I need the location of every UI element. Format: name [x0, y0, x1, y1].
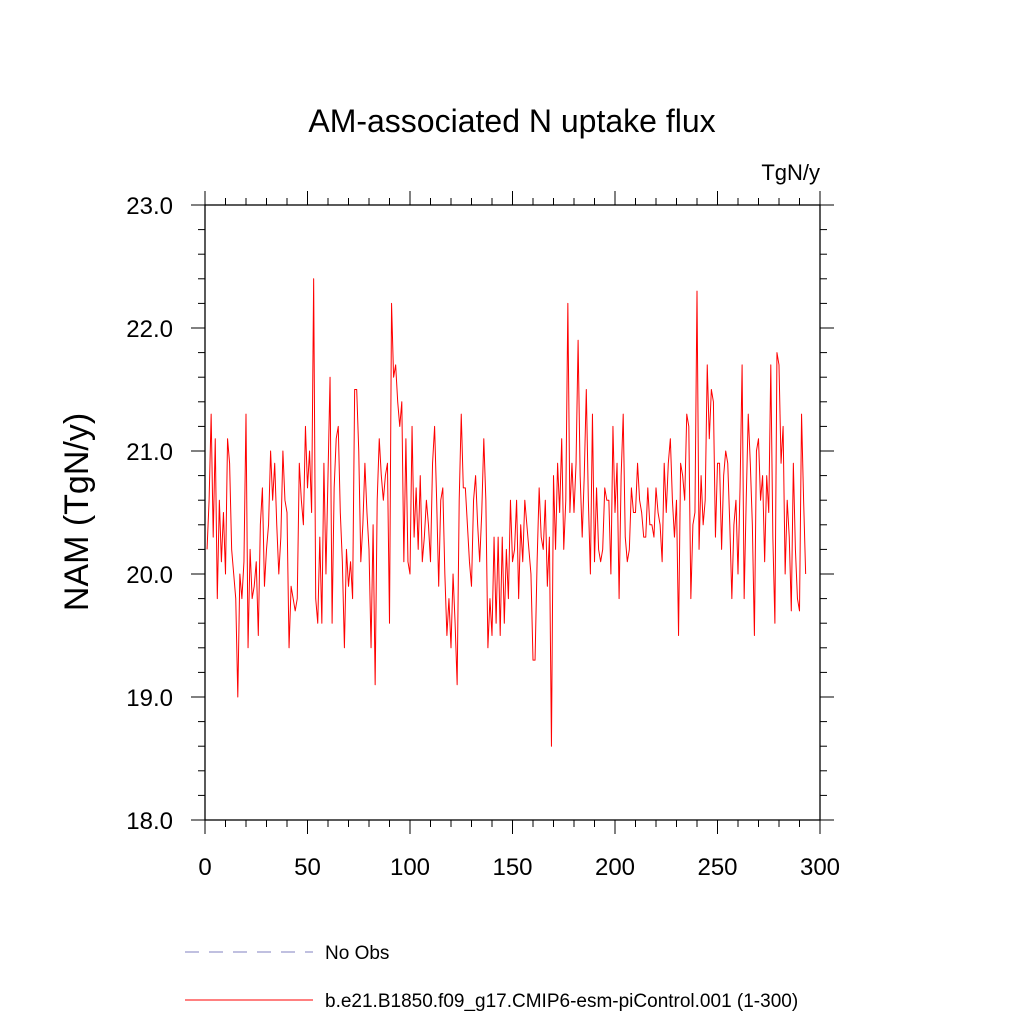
y-tick-label: 22.0 — [126, 316, 173, 343]
x-tick-label: 250 — [697, 854, 737, 881]
y-axis-title: NAM (TgN/y) — [58, 413, 96, 611]
y-tick-label: 23.0 — [126, 193, 173, 220]
legend-label-1: b.e21.B1850.f09_g17.CMIP6-esm-piControl.… — [325, 991, 798, 1012]
legend-label-0: No Obs — [325, 943, 389, 964]
plot-border — [204, 204, 821, 821]
y-tick-label: 21.0 — [126, 439, 173, 466]
plot-frame — [204, 204, 821, 821]
y-tick-label: 19.0 — [126, 685, 173, 712]
units-label: TgN/y — [761, 160, 820, 185]
y-tick-label: 18.0 — [126, 808, 173, 835]
x-tick-label: 100 — [390, 854, 430, 881]
series-layer — [206, 278, 807, 747]
series-line-0 — [206, 278, 807, 747]
x-tick-label: 0 — [198, 854, 211, 881]
x-tick-label: 50 — [294, 854, 321, 881]
x-axis-ticks: 0 50 100 150 200 250 300 — [198, 191, 840, 881]
y-axis-ticks: 18.0 19.0 20.0 21.0 22.0 23.0 — [126, 193, 834, 835]
legend: No Obs b.e21.B1850.f09_g17.CMIP6-esm-piCo… — [185, 943, 798, 1012]
x-tick-label: 300 — [800, 854, 840, 881]
x-tick-label: 200 — [595, 854, 635, 881]
y-tick-label: 20.0 — [126, 562, 173, 589]
x-tick-label: 150 — [492, 854, 532, 881]
chart-title: AM-associated N uptake flux — [308, 103, 715, 139]
